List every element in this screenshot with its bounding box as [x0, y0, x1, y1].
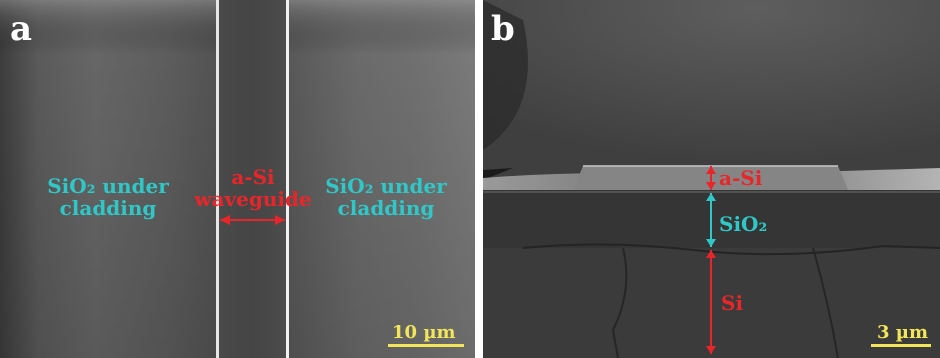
- waveguide-strip: [218, 0, 286, 358]
- panel-a-waveguide-graphic: [0, 0, 475, 358]
- waveguide-left-edge: [216, 0, 219, 358]
- a-si-layer-label: a-Si: [719, 166, 763, 190]
- sio2-layer-label: SiO₂: [719, 212, 768, 236]
- panel-a-letter: a: [10, 9, 33, 49]
- waveguide-label-line1: a-Si: [231, 165, 275, 189]
- panel-b-letter: b: [491, 9, 515, 49]
- waveguide-right-edge: [286, 0, 289, 358]
- right-cladding-label-line1: SiO₂ under: [325, 174, 447, 198]
- panel-a-scale-bar: [388, 344, 464, 347]
- panel-a-scale-label: 10 µm: [392, 322, 456, 343]
- panel-b-cross-section-graphic: [483, 0, 940, 358]
- right-cladding-label: SiO₂ under cladding: [316, 175, 456, 219]
- panel-b-scale-bar: [871, 344, 931, 347]
- panel-b-cross-section-sem: b a-Si SiO₂ Si 3 µm: [483, 0, 940, 358]
- left-cladding-label-line1: SiO₂ under: [47, 174, 169, 198]
- width-arrow-left-head: [220, 215, 230, 225]
- waveguide-label: a-Si waveguide: [190, 166, 316, 210]
- panel-a-top-view-sem: a SiO₂ under cladding a-Si waveguide SiO…: [0, 0, 475, 358]
- left-cladding-label: SiO₂ under cladding: [38, 175, 178, 219]
- right-cladding-label-line2: cladding: [337, 196, 435, 220]
- width-arrow-right-head: [275, 215, 285, 225]
- left-cladding-label-line2: cladding: [59, 196, 157, 220]
- panel-b-scale-label: 3 µm: [877, 322, 929, 343]
- waveguide-label-line2: waveguide: [194, 187, 312, 211]
- si-layer-label: Si: [721, 291, 744, 315]
